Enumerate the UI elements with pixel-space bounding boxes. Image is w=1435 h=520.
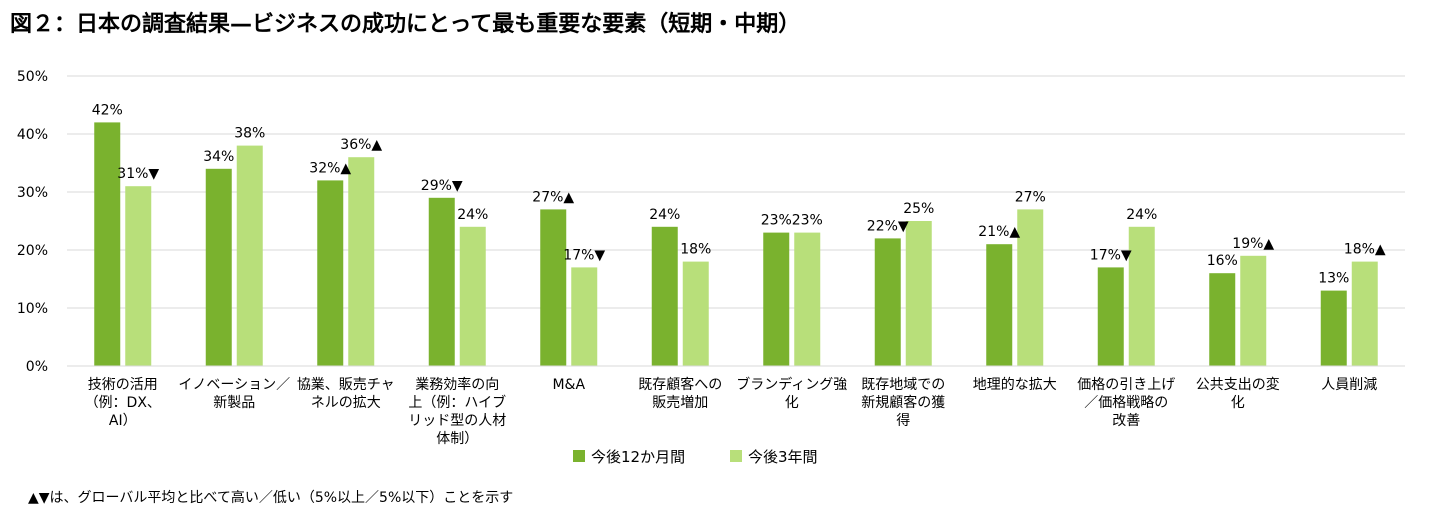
- bar: [763, 232, 790, 366]
- legend-label: 今後12か月間: [591, 448, 685, 466]
- grid-layer: [67, 75, 1405, 367]
- bar-chart: 42% 31%▼ 34%38% 32%▲ 36%▲ 29%▼ 24% 27%▲ 17%▼ 24% 1…: [17, 69, 1405, 466]
- data-label: 16%: [1207, 253, 1238, 269]
- x-category-label: 既存地域での新規顧客の獲得: [861, 377, 945, 429]
- y-tick-label: 10%: [17, 301, 48, 317]
- y-tick-label: 20%: [17, 243, 48, 259]
- bar: [94, 122, 121, 367]
- legend-label: 今後3年間: [748, 448, 818, 466]
- x-category-label: 既存顧客への販売増加: [638, 376, 722, 411]
- bar: [1209, 273, 1236, 366]
- data-label: 31%▼: [117, 166, 159, 182]
- bar: [682, 261, 709, 366]
- bar: [205, 168, 232, 366]
- data-label: 18%: [680, 242, 711, 258]
- x-category-label: 業務効率の向上（例：ハイブリッド型の人材体制）: [408, 376, 506, 447]
- y-tick-label: 40%: [17, 127, 48, 143]
- footnote: ▲▼は、グローバル平均と比べて高い／低い（5%以上／5%以下）ことを示す: [28, 490, 514, 506]
- bar: [428, 197, 455, 366]
- bar: [1351, 261, 1378, 366]
- legend-swatch: [573, 450, 585, 462]
- data-label: 27%: [1015, 189, 1046, 205]
- bar: [125, 186, 152, 366]
- data-label: 27%▲: [532, 189, 574, 205]
- bar: [651, 226, 678, 366]
- data-label: 19%▲: [1232, 236, 1274, 252]
- data-label: 13%: [1318, 271, 1349, 287]
- bar: [236, 145, 263, 366]
- bar: [571, 267, 598, 366]
- legend: 今後12か月間 今後3年間: [573, 448, 818, 466]
- data-label: 23%: [761, 213, 792, 229]
- data-label: 17%▼: [1090, 247, 1132, 263]
- bar: [348, 157, 375, 366]
- bar-layer: [94, 122, 1378, 367]
- axis-layer: 0% 10% 20% 30% 40% 50% 技術の活用（例：DX、 AI） イノベーション／新…: [17, 69, 1405, 447]
- bar: [1320, 290, 1347, 366]
- bar: [1240, 255, 1267, 366]
- data-label: 21%▲: [978, 224, 1020, 240]
- x-category-label: M&A: [552, 377, 585, 393]
- x-category-label: 協業、販売チャネルの拡大: [297, 377, 395, 411]
- y-tick-label: 30%: [17, 185, 48, 201]
- data-label: 34%: [203, 149, 234, 165]
- bar: [794, 232, 821, 366]
- x-category-label: 人員削減: [1321, 376, 1377, 393]
- x-category-label: 価格の引き上げ／価格戦略の改善: [1077, 377, 1175, 429]
- y-tick-label: 0%: [26, 359, 48, 375]
- bar: [1128, 226, 1155, 366]
- x-category-label: 技術の活用（例：DX、 AI）: [85, 377, 161, 429]
- label-layer: 42% 31%▼ 34%38% 32%▲ 36%▲ 29%▼ 24% 27%▲ 17%▼ 24% 1…: [92, 102, 1386, 286]
- data-label: 24%: [457, 207, 488, 223]
- y-tick-label: 50%: [17, 69, 48, 85]
- chart-title: 図２：日本の調査結果—ビジネスの成功にとって最も重要な要素（短期・中期）: [10, 12, 801, 37]
- bar: [540, 209, 567, 366]
- x-category-label: ブランディング強化: [736, 376, 847, 411]
- x-category-label: 公共支出の変化: [1196, 376, 1280, 411]
- data-label: 29%▼: [421, 178, 463, 194]
- data-label: 38%: [234, 126, 265, 142]
- legend-swatch: [730, 450, 742, 462]
- data-label: 36%▲: [340, 137, 382, 153]
- x-category-label: イノベーション／新製品: [178, 377, 290, 411]
- bar: [874, 238, 901, 366]
- bar: [986, 244, 1013, 366]
- bar: [905, 221, 932, 366]
- data-label: 24%: [649, 207, 680, 223]
- x-category-label: 地理的な拡大: [973, 377, 1057, 393]
- bar: [1017, 209, 1044, 366]
- data-label: 22%▼: [867, 218, 909, 234]
- data-label: 18%▲: [1344, 242, 1386, 258]
- bar: [459, 226, 486, 366]
- bar: [1097, 267, 1124, 366]
- data-label: 42%: [92, 102, 123, 118]
- data-label: 25%: [903, 201, 934, 217]
- data-label: 24%: [1126, 207, 1157, 223]
- data-label: 32%▲: [309, 160, 351, 176]
- data-label: 17%▼: [563, 247, 605, 263]
- bar: [317, 180, 344, 366]
- data-label: 23%: [792, 213, 823, 229]
